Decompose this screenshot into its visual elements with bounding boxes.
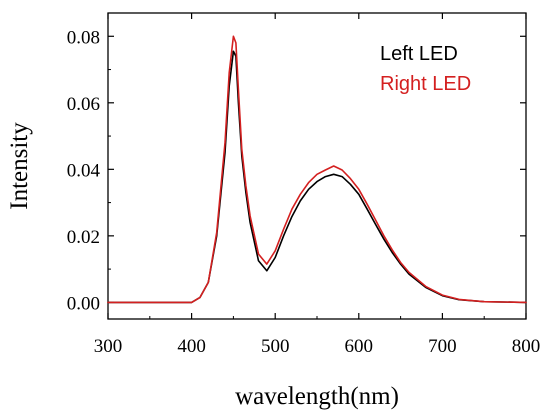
x-axis-title: wavelength(nm) <box>235 383 399 410</box>
y-tick-label: 0.08 <box>67 27 100 48</box>
series-lines <box>107 35 527 304</box>
legend-entry-right-led: Right LED <box>380 73 471 95</box>
legend-entry-left-led: Left LED <box>380 43 458 65</box>
plot-frame <box>107 12 527 320</box>
x-tick-label: 700 <box>428 336 457 357</box>
y-tick-label: 0.04 <box>67 160 101 181</box>
y-tick-label: 0.02 <box>67 227 100 248</box>
tick-labels: 300 400 500 600 700 800 0.00 0.02 0.04 0.06 0.08 <box>67 27 541 357</box>
y-tick-label: 0.06 <box>67 94 100 115</box>
series-line-right-led <box>107 35 527 304</box>
x-tick-label: 600 <box>345 336 374 357</box>
x-tick-label: 300 <box>94 336 123 357</box>
axis-ticks <box>107 13 527 319</box>
x-tick-label: 500 <box>261 336 290 357</box>
x-tick-label: 800 <box>512 336 541 357</box>
y-axis-title: Intensity <box>6 122 33 210</box>
y-tick-label: 0.00 <box>67 293 100 314</box>
x-tick-label: 400 <box>177 336 206 357</box>
